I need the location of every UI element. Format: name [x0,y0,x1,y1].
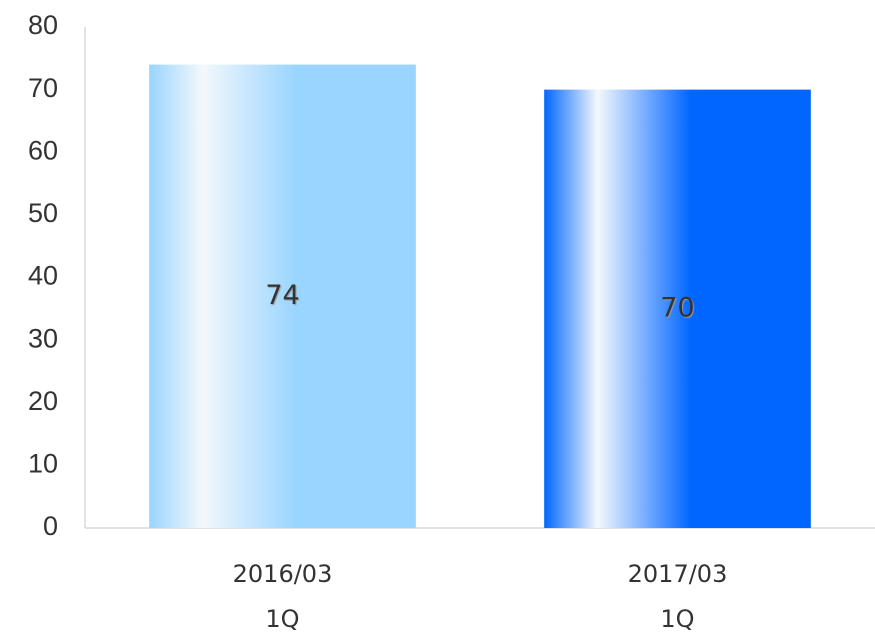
value-label: 70 [660,292,694,323]
y-tick-label: 60 [28,135,58,165]
x-tick-label: 2016/03 [233,560,333,588]
y-tick-label: 30 [28,323,58,353]
y-tick-label: 0 [43,511,58,541]
y-tick-label: 20 [28,386,58,416]
bar [149,64,416,528]
y-tick-label: 40 [28,261,58,291]
y-tick-label: 10 [28,449,58,479]
y-tick-label: 80 [28,10,58,40]
bar [544,89,811,528]
x-tick-label: 1Q [265,605,299,633]
y-tick-label: 70 [28,73,58,103]
x-tick-label: 2017/03 [628,560,728,588]
y-tick-label: 50 [28,198,58,228]
value-label: 74 [265,280,299,311]
x-tick-label: 1Q [660,605,694,633]
